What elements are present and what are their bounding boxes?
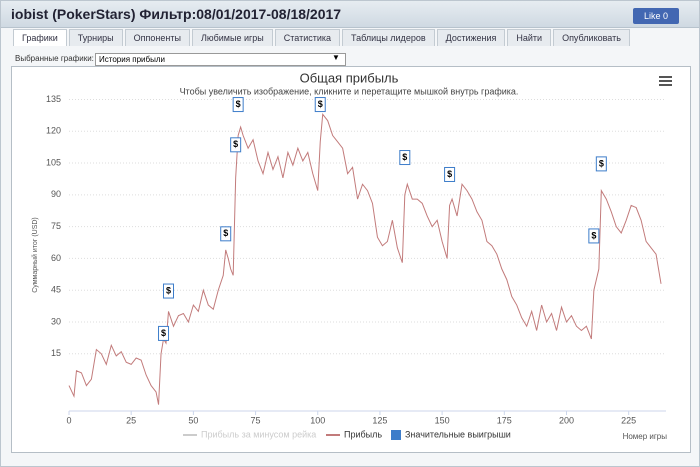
x-tick-label: 0 xyxy=(66,415,71,425)
x-tick-label: 175 xyxy=(497,415,512,425)
tab-bar: Графики Турниры Оппоненты Любимые игры Стати… xyxy=(13,29,630,46)
win-flag xyxy=(444,166,456,182)
legend-symbol xyxy=(391,430,401,440)
y-tick-label: 75 xyxy=(51,221,61,231)
x-tick-label: 50 xyxy=(188,415,198,425)
y-tick-label: 30 xyxy=(51,316,61,326)
win-flag xyxy=(158,325,170,341)
tab[interactable]: Любимые игры xyxy=(191,29,273,46)
flag-label: $ xyxy=(318,99,323,109)
y-tick-label: 60 xyxy=(51,253,61,263)
header: iobist (PokerStars) Фильтр:08/01/2017-08… xyxy=(1,1,699,28)
flag-label: $ xyxy=(447,169,452,179)
win-flag xyxy=(595,156,607,172)
like-button[interactable]: Like 0 xyxy=(633,8,679,24)
win-flag xyxy=(399,150,411,166)
flag-label: $ xyxy=(161,328,166,338)
chart-panel xyxy=(11,66,691,453)
tab[interactable]: Турниры xyxy=(68,29,123,46)
win-flag xyxy=(163,283,174,299)
selector-dropdown[interactable]: История прибыли xyxy=(95,53,346,66)
legend-label: Прибыль xyxy=(344,429,382,439)
tab[interactable]: Достижения xyxy=(436,29,506,46)
x-axis-label: Номер игры xyxy=(623,432,668,441)
flag-label: $ xyxy=(223,228,228,238)
flag-label: $ xyxy=(402,152,407,162)
y-tick-label: 135 xyxy=(46,94,61,104)
like-count: 0 xyxy=(663,11,669,21)
x-tick-label: 100 xyxy=(310,415,325,425)
tab[interactable]: Опубликовать xyxy=(553,29,630,46)
y-tick-label: 45 xyxy=(51,285,61,295)
x-tick-label: 225 xyxy=(621,415,636,425)
x-tick-label: 75 xyxy=(251,415,261,425)
chart-subtitle: Чтобы увеличить изображение, кликните и … xyxy=(180,86,519,96)
win-flag xyxy=(588,228,600,244)
y-tick-label: 90 xyxy=(51,189,61,199)
tab[interactable]: Графики xyxy=(13,29,67,46)
x-tick-label: 125 xyxy=(372,415,387,425)
dropdown-arrow: ▼ xyxy=(332,53,340,62)
flag-label: $ xyxy=(599,158,604,168)
menu-icon[interactable] xyxy=(659,76,672,86)
chart-title: Общая прибыль xyxy=(300,70,399,85)
tab[interactable]: Статистика xyxy=(274,29,341,46)
y-tick-label: 105 xyxy=(46,157,61,167)
selector-label: Выбранные графики: xyxy=(15,54,94,63)
y-tick-label: 15 xyxy=(51,348,61,358)
y-tick-label: 120 xyxy=(46,126,61,136)
y-axis-label: Суммарный итог (USD) xyxy=(31,217,39,293)
win-flag xyxy=(230,137,242,153)
flag-label: $ xyxy=(233,139,238,149)
win-flag xyxy=(220,226,232,242)
legend-label: Значительные выигрыши xyxy=(405,429,511,439)
win-flag xyxy=(232,97,244,113)
flag-label: $ xyxy=(591,230,596,240)
window-title: iobist (PokerStars) Фильтр:08/01/2017-08… xyxy=(11,6,342,22)
tab[interactable]: Таблицы лидеров xyxy=(342,29,435,46)
tab[interactable]: Найти xyxy=(507,29,552,46)
flag-label: $ xyxy=(166,285,171,295)
flag-label: $ xyxy=(236,99,241,109)
profit-line xyxy=(68,113,662,405)
like-label: Like xyxy=(643,11,661,21)
x-tick-label: 150 xyxy=(435,415,450,425)
tab[interactable]: Оппоненты xyxy=(124,29,190,46)
win-flag xyxy=(314,97,326,113)
x-tick-label: 25 xyxy=(126,415,136,425)
x-tick-label: 200 xyxy=(559,415,574,425)
legend-label: Прибыль за минусом рейка xyxy=(201,429,316,439)
